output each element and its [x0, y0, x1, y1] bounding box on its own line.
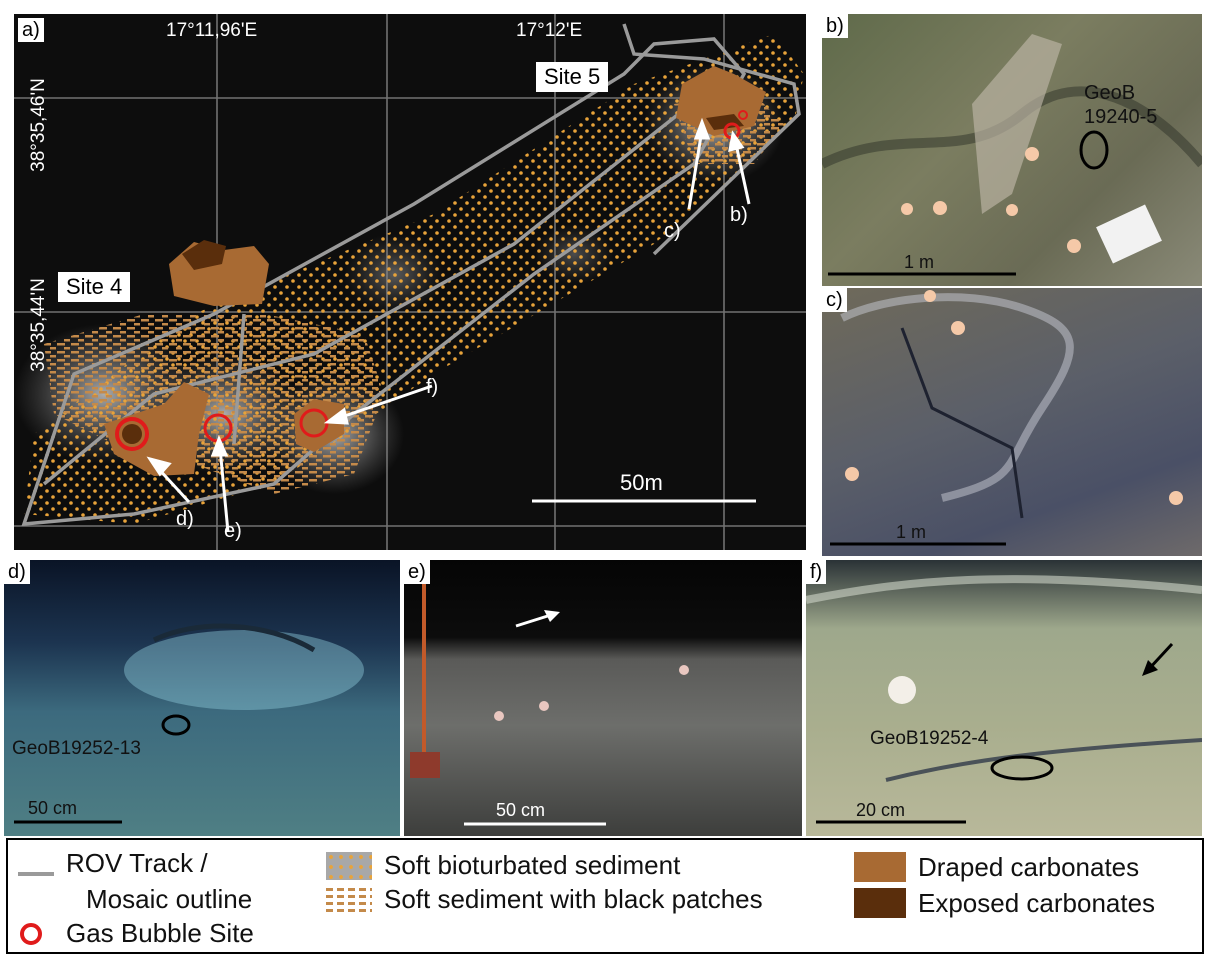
map-panel: a) 17°11,96'E 17°12'E 38°35,46'N 38°35,4…	[14, 14, 806, 550]
rov-track-swatch	[18, 872, 54, 876]
photo-e-art	[410, 560, 689, 826]
lon-label-2: 17°12'E	[516, 20, 583, 41]
photo-e: e) 50 cm	[404, 560, 802, 836]
legend: ROV Track / Mosaic outline Gas Bubble Si…	[6, 838, 1204, 954]
panel-label-d: d)	[4, 560, 30, 584]
draped-carbonates	[104, 66, 766, 476]
photo-b-art	[822, 34, 1202, 276]
photo-d-art	[14, 623, 364, 824]
soft-black-swatch	[326, 888, 372, 914]
photo-b-scale: 1 m	[904, 252, 935, 272]
arrow-label-f: f)	[426, 376, 439, 398]
lat-label-1: 38°35,46'N	[28, 78, 49, 172]
map-svg	[14, 14, 806, 550]
legend-soft-black: Soft sediment with black patches	[384, 884, 763, 914]
photo-d-scale: 50 cm	[28, 798, 78, 818]
panel-label-c: c)	[822, 288, 847, 312]
draped-swatch	[854, 852, 906, 882]
photo-d: d) GeoB19252-13 50 cm	[4, 560, 400, 836]
arrow-label-c: c)	[664, 220, 681, 242]
photo-d-sample: GeoB19252-13	[12, 738, 141, 759]
gas-bubble-swatch	[20, 923, 42, 945]
photo-b-sample-1: GeoB	[1084, 82, 1136, 104]
lat-label-2: 38°35,44'N	[28, 278, 49, 372]
photo-f-scale: 20 cm	[856, 800, 906, 820]
site-4-label: Site 4	[58, 272, 131, 302]
legend-rov-1: ROV Track /	[66, 848, 208, 878]
arrow-label-d: d)	[176, 508, 194, 530]
panel-label-e: e)	[404, 560, 430, 584]
photo-c: c) 1 m	[822, 288, 1202, 556]
map-scale-label: 50m	[620, 470, 663, 495]
photo-e-scale: 50 cm	[496, 800, 546, 820]
legend-draped: Draped carbonates	[918, 852, 1140, 882]
photo-f: f) GeoB19252-4 20 cm	[806, 560, 1202, 836]
legend-gas: Gas Bubble Site	[66, 918, 254, 948]
panel-label-f: f)	[806, 560, 827, 584]
soft-bio-swatch	[326, 852, 372, 880]
lon-label-1: 17°11,96'E	[166, 20, 258, 41]
legend-exposed: Exposed carbonates	[918, 888, 1156, 918]
legend-rov-2: Mosaic outline	[86, 884, 253, 914]
arrow-label-e: e)	[224, 520, 242, 542]
photo-c-scale: 1 m	[896, 522, 927, 542]
panel-label-a: a)	[18, 18, 44, 42]
exposed-swatch	[854, 888, 906, 918]
photo-b: b) GeoB 19240-5 1 m	[822, 14, 1202, 286]
photo-f-sample: GeoB19252-4	[870, 728, 989, 749]
photo-b-sample-2: 19240-5	[1084, 106, 1158, 128]
arrow-label-b: b)	[730, 204, 748, 226]
map-arrows	[146, 117, 751, 533]
site-5-label: Site 5	[536, 62, 609, 92]
photo-c-art	[830, 290, 1183, 546]
legend-soft-bio: Soft bioturbated sediment	[384, 850, 681, 880]
photo-f-art	[806, 575, 1202, 824]
panel-label-b: b)	[822, 14, 848, 38]
